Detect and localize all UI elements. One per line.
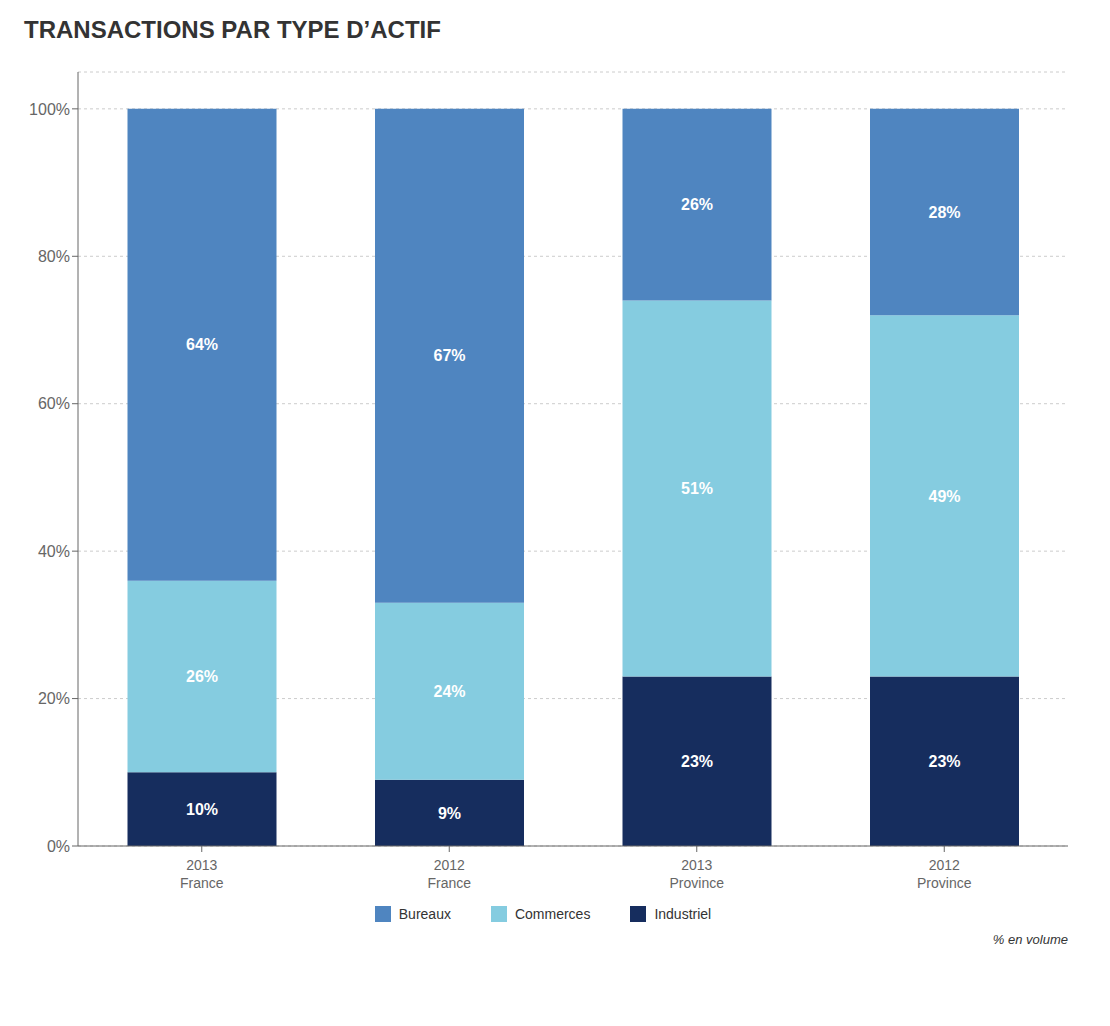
svg-text:2012Province: 2012Province xyxy=(917,857,972,891)
svg-text:2012France: 2012France xyxy=(427,857,471,891)
svg-text:100%: 100% xyxy=(29,101,70,118)
svg-text:26%: 26% xyxy=(681,196,713,213)
html-text:Commerces: Commerces xyxy=(514,906,591,922)
svg-text:2013Province: 2013Province xyxy=(670,857,725,891)
svg-text:2013France: 2013France xyxy=(180,857,224,891)
svg-text:0%: 0% xyxy=(47,838,70,855)
svg-text:9%: 9% xyxy=(438,805,461,822)
svg-text:64%: 64% xyxy=(186,336,218,353)
html-text:Industriel: Industriel xyxy=(654,906,712,922)
html-text:Bureaux: Bureaux xyxy=(398,906,451,922)
svg-text:80%: 80% xyxy=(38,248,70,265)
html-text:TRANSACTIONS PAR TYPE D’ACTIF: TRANSACTIONS PAR TYPE D’ACTIF xyxy=(24,16,441,43)
svg-text:49%: 49% xyxy=(928,488,960,505)
svg-text:23%: 23% xyxy=(681,753,713,770)
svg-text:51%: 51% xyxy=(681,480,713,497)
svg-text:23%: 23% xyxy=(928,753,960,770)
svg-text:20%: 20% xyxy=(38,690,70,707)
svg-text:24%: 24% xyxy=(433,683,465,700)
svg-text:67%: 67% xyxy=(433,347,465,364)
svg-text:26%: 26% xyxy=(186,668,218,685)
svg-text:10%: 10% xyxy=(186,801,218,818)
svg-text:28%: 28% xyxy=(928,204,960,221)
svg-text:40%: 40% xyxy=(38,543,70,560)
svg-text:60%: 60% xyxy=(38,395,70,412)
html-text:% en volume: % en volume xyxy=(992,932,1068,947)
